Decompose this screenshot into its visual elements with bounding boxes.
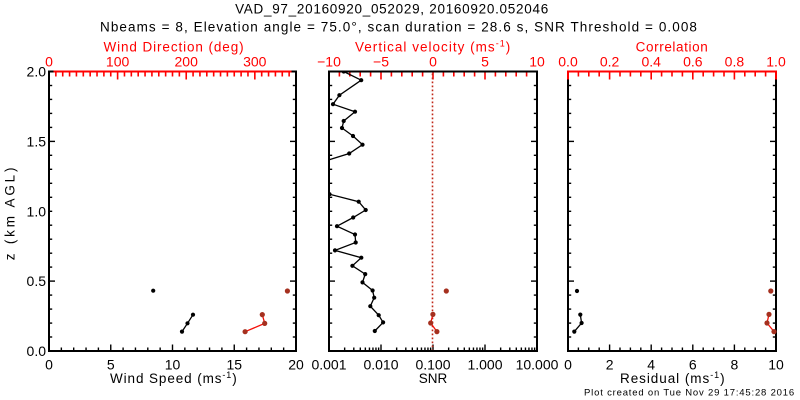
svg-text:1.000: 1.000 — [467, 357, 502, 373]
svg-text:Plot created on Tue Nov 29 17:: Plot created on Tue Nov 29 17:45:28 2016 — [584, 388, 795, 399]
svg-text:Residual (ms-1): Residual (ms-1) — [620, 370, 726, 386]
svg-text:2.0: 2.0 — [27, 64, 47, 80]
svg-text:5: 5 — [107, 357, 115, 373]
svg-text:0.100: 0.100 — [415, 357, 450, 373]
svg-text:0: 0 — [45, 54, 53, 70]
svg-text:5: 5 — [481, 54, 489, 70]
svg-text:10: 10 — [768, 357, 784, 373]
svg-text:Wind Direction (deg): Wind Direction (deg) — [103, 40, 244, 55]
svg-text:Vertical velocity (ms-1): Vertical velocity (ms-1) — [355, 39, 511, 55]
svg-text:0: 0 — [429, 54, 437, 70]
svg-text:10: 10 — [165, 357, 181, 373]
svg-text:0.001: 0.001 — [311, 357, 346, 373]
svg-text:0.4: 0.4 — [641, 54, 661, 70]
svg-text:0.2: 0.2 — [600, 54, 620, 70]
svg-text:100: 100 — [106, 54, 130, 70]
svg-text:SNR: SNR — [419, 371, 448, 386]
svg-text:300: 300 — [243, 54, 267, 70]
svg-text:0: 0 — [564, 357, 572, 373]
svg-text:0: 0 — [45, 357, 53, 373]
svg-text:20: 20 — [288, 357, 304, 373]
svg-text:0.5: 0.5 — [27, 273, 47, 289]
svg-text:−5: −5 — [373, 54, 389, 70]
svg-text:1.5: 1.5 — [27, 133, 47, 149]
svg-text:2: 2 — [606, 357, 614, 373]
svg-text:Correlation: Correlation — [636, 40, 709, 55]
svg-text:8: 8 — [731, 357, 739, 373]
svg-text:0.0: 0.0 — [27, 343, 47, 359]
svg-text:VAD_97_20160920_052029, 201609: VAD_97_20160920_052029, 20160920.052046 — [235, 2, 549, 17]
svg-text:0.8: 0.8 — [725, 54, 745, 70]
svg-text:200: 200 — [175, 54, 199, 70]
svg-text:15: 15 — [226, 357, 242, 373]
svg-text:10.000: 10.000 — [516, 357, 559, 373]
svg-text:Nbeams = 8, Elevation angle =: Nbeams = 8, Elevation angle = 75.0°, sca… — [100, 20, 698, 35]
svg-text:6: 6 — [689, 357, 697, 373]
svg-text:Wind Speed (ms-1): Wind Speed (ms-1) — [110, 370, 238, 386]
svg-text:1.0: 1.0 — [766, 54, 786, 70]
svg-text:0.0: 0.0 — [558, 54, 578, 70]
svg-text:4: 4 — [647, 357, 655, 373]
svg-text:z (km AGL): z (km AGL) — [3, 165, 18, 261]
svg-text:0.010: 0.010 — [363, 357, 398, 373]
svg-text:10: 10 — [529, 54, 545, 70]
svg-text:0.6: 0.6 — [683, 54, 703, 70]
svg-text:1.0: 1.0 — [27, 203, 47, 219]
svg-text:−10: −10 — [317, 54, 341, 70]
